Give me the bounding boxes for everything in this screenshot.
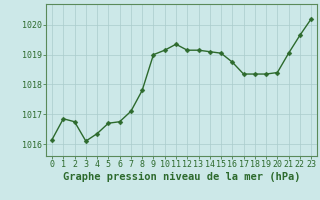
X-axis label: Graphe pression niveau de la mer (hPa): Graphe pression niveau de la mer (hPa): [63, 172, 300, 182]
